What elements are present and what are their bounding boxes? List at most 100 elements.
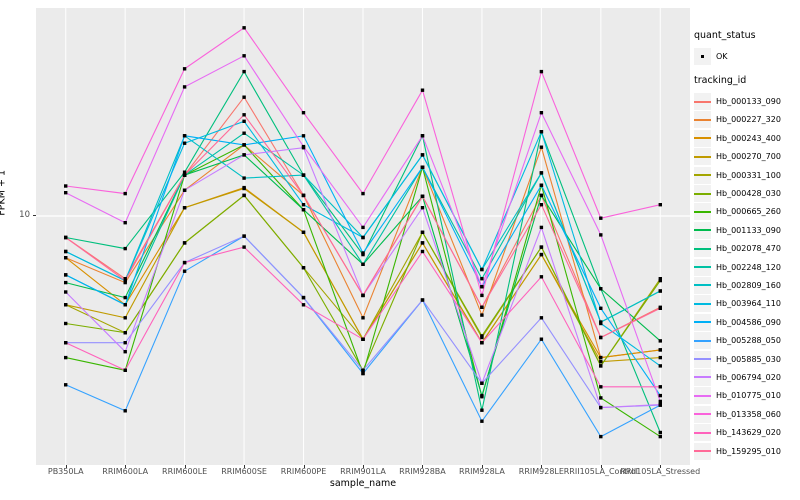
data-point [123, 409, 127, 413]
data-point [361, 368, 365, 372]
data-point [182, 241, 187, 245]
legend-key-line-icon [694, 276, 711, 294]
x-tick-label: RRIM901LA [340, 467, 386, 476]
legend-key-line-icon [694, 350, 711, 368]
x-tick-mark [541, 465, 543, 468]
data-point [182, 206, 187, 210]
legend-key-line-icon [694, 203, 711, 221]
x-tick-mark [184, 465, 186, 468]
data-point [64, 273, 68, 277]
data-point [123, 221, 127, 225]
data-point [539, 171, 544, 175]
data-point [182, 269, 187, 273]
data-point [599, 405, 603, 410]
legend-key-line-icon [694, 148, 711, 166]
legend-key-line-icon [694, 240, 711, 258]
legend-key-line-icon [694, 424, 711, 442]
legend-entry-label: Hb_143629_020 [716, 428, 781, 438]
data-point [599, 216, 603, 220]
data-point [301, 134, 306, 138]
data-point [64, 321, 68, 326]
data-point [658, 339, 662, 343]
data-point [480, 419, 484, 423]
legend-entries: Hb_000133_090 Hb_000227_320 Hb_000243_400 H… [694, 92, 800, 460]
data-point [301, 111, 306, 115]
data-point [64, 280, 68, 285]
data-point [480, 393, 484, 398]
data-point [658, 277, 662, 281]
data-point [420, 298, 425, 302]
x-tick-mark [600, 465, 602, 468]
legend-entry-label: Hb_000428_030 [716, 189, 781, 199]
x-tick-label: RRIM600PE [280, 467, 327, 476]
data-point [539, 316, 544, 320]
ok-point-icon [694, 47, 711, 65]
legend-key-line-icon [694, 387, 711, 405]
y-axis-title: FPKM + 1 [0, 170, 8, 216]
data-point [64, 290, 68, 294]
x-tick-mark [481, 465, 483, 468]
data-point [420, 165, 425, 169]
data-point [123, 341, 127, 345]
data-point [658, 430, 662, 435]
data-point [658, 355, 662, 360]
data-point [242, 143, 246, 147]
legend-entry: Hb_002809_160 [694, 276, 800, 294]
data-point [599, 385, 603, 389]
data-point [539, 275, 544, 279]
data-point [658, 278, 662, 283]
data-point [242, 119, 246, 123]
legend-title-tracking-id: tracking_id [694, 75, 747, 87]
x-tick-mark [363, 465, 364, 468]
legend-entry-label: Hb_000665_260 [716, 207, 781, 217]
data-point [242, 245, 246, 249]
legend-entry: Hb_002248_120 [694, 258, 800, 276]
legend-entry: Hb_000133_090 [694, 92, 800, 111]
legend-entry: Hb_000227_320 [694, 111, 800, 129]
data-point [123, 331, 127, 335]
legend-entry-label: Hb_000331_100 [716, 170, 781, 180]
legend-entry: Hb_010775_010 [694, 387, 800, 405]
data-point [539, 337, 544, 341]
legend-entry-label: Hb_002809_160 [716, 280, 781, 290]
x-tick-label: RRIM600LE [162, 467, 208, 476]
legend-entry-label: Hb_004586_090 [716, 317, 781, 327]
legend-key-line-icon [694, 111, 711, 129]
legend-entry: Hb_159295_010 [694, 442, 800, 460]
data-point [301, 266, 306, 270]
legend-entry: Hb_006794_020 [694, 368, 800, 386]
legend-key-line-icon [694, 93, 711, 111]
data-point [242, 113, 246, 117]
plot-panel [36, 8, 690, 465]
data-point [242, 153, 246, 157]
legend-label-ok: OK [716, 51, 728, 61]
data-point [182, 141, 187, 145]
data-point [599, 335, 603, 340]
data-point [658, 434, 662, 439]
data-point [599, 434, 603, 439]
legend-entry-label: Hb_159295_010 [716, 446, 781, 456]
data-point [420, 88, 425, 92]
legend-key-line-icon [694, 405, 711, 423]
data-point [123, 277, 127, 281]
data-point [64, 383, 68, 387]
x-tick-mark [125, 465, 127, 468]
legend-key-line-icon [694, 332, 711, 350]
data-point [480, 381, 484, 385]
legend-entry-label: Hb_013358_060 [716, 409, 781, 419]
data-point [539, 245, 544, 249]
legend: quant_status OK tracking_id Hb_000133_09… [694, 26, 800, 460]
x-tick-label: RRIM928LA [459, 467, 505, 476]
legend-entry-label: Hb_000227_320 [716, 115, 781, 125]
data-point [420, 249, 425, 254]
legend-entry: Hb_013358_060 [694, 405, 800, 423]
data-point [420, 134, 425, 138]
data-point [123, 303, 127, 307]
data-point [123, 316, 127, 320]
data-point [361, 316, 365, 320]
data-point [361, 251, 365, 255]
data-point [301, 295, 306, 300]
data-point [599, 355, 603, 360]
data-point [301, 144, 306, 149]
data-point [64, 355, 68, 360]
